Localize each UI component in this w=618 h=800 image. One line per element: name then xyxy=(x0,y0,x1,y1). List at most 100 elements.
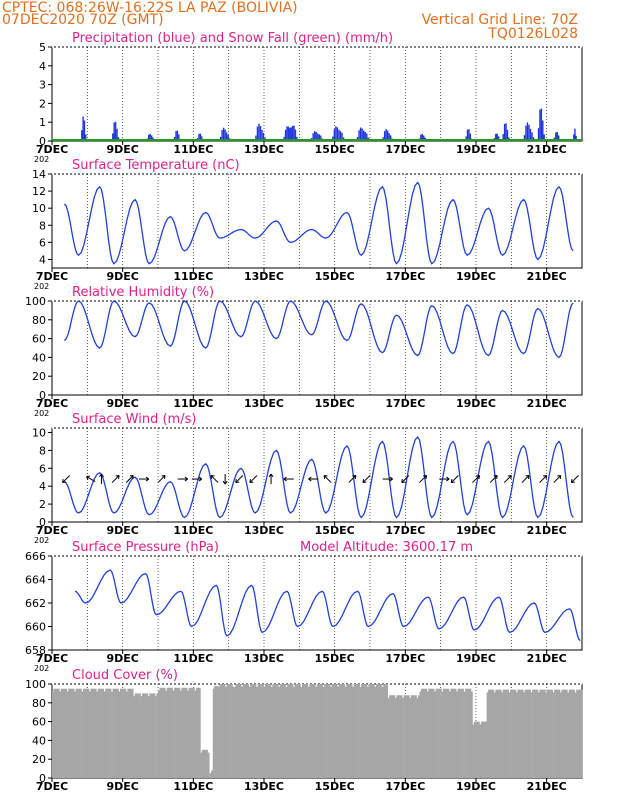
cloud-cover-bar xyxy=(440,688,442,778)
cloud-cover-bar xyxy=(393,695,396,778)
cloud-cover-bar xyxy=(179,690,182,778)
precip-bar xyxy=(148,134,150,141)
cloud-cover-bar xyxy=(177,687,179,778)
wind-arrow-head xyxy=(446,476,450,482)
cloud-cover-bar xyxy=(338,684,341,778)
x-tick-label: 11DEC xyxy=(173,780,213,793)
cloud-cover-bar xyxy=(162,687,165,778)
precip-bar xyxy=(259,126,262,141)
precip-bar xyxy=(333,129,336,141)
cloud-cover-bar xyxy=(223,684,226,778)
cloud-cover-bar xyxy=(298,684,301,778)
cloud-cover-bar xyxy=(212,688,215,778)
cloud-cover-bar xyxy=(456,691,459,778)
cloud-cover-bar xyxy=(384,684,387,778)
cloud-cover-bar xyxy=(54,688,57,778)
cloud-cover-bar xyxy=(513,689,515,778)
cloud-cover-bar xyxy=(203,749,206,778)
cloud-cover-bar xyxy=(381,686,384,778)
cloud-cover-bar xyxy=(545,692,548,778)
precip-bar xyxy=(358,130,360,141)
y-tick-label: 0 xyxy=(39,516,46,529)
precip-bar xyxy=(339,131,342,141)
wind-arrow-head xyxy=(308,476,312,482)
cloud-cover-bar xyxy=(150,693,153,778)
cloud-cover-bar xyxy=(434,691,436,778)
cloud-cover-bar xyxy=(321,684,323,778)
cloud-cover-bar xyxy=(263,686,266,778)
wind-arrow xyxy=(489,475,498,483)
cloud-cover-bar xyxy=(451,688,454,778)
cloud-cover-bar xyxy=(75,688,78,778)
wind-arrow xyxy=(62,475,71,483)
cloud-cover-bar xyxy=(331,684,334,778)
x-tick-label: 11DEC xyxy=(173,524,213,537)
precip-bar xyxy=(294,129,297,141)
cloud-cover-bar xyxy=(68,688,71,778)
cloud-cover-bar xyxy=(325,684,328,778)
cloud-cover-bar xyxy=(499,689,502,778)
cloud-cover-bar xyxy=(201,749,204,778)
cloud-cover-bar xyxy=(551,689,553,778)
wind-arrow-head xyxy=(543,474,548,480)
cloud-cover-bar xyxy=(415,695,417,778)
precip-bar xyxy=(221,129,223,141)
cloud-cover-bar xyxy=(279,684,282,778)
cloud-cover-bar xyxy=(153,693,156,778)
x-tick-label: 11DEC xyxy=(173,143,213,156)
cloud-cover-bar xyxy=(96,691,99,778)
x-tick-label: 9DEC xyxy=(106,652,138,665)
cloud-cover-bar xyxy=(371,684,374,778)
cloud-cover-bar xyxy=(175,687,178,778)
cloud-cover-bar xyxy=(69,688,72,778)
cloud-cover-bar xyxy=(485,721,487,778)
wind-arrow-head xyxy=(423,474,428,480)
cloud-cover-bar xyxy=(508,692,511,778)
precip-bar xyxy=(112,133,114,141)
y-tick-label: 0 xyxy=(39,772,46,785)
precip-bar xyxy=(199,133,202,141)
cloud-cover-bar xyxy=(570,689,573,778)
y-tick-label: 4 xyxy=(39,60,46,73)
x-tick-label: 15DEC xyxy=(315,524,355,537)
cloud-cover-bar xyxy=(88,691,91,778)
cloud-cover-bar xyxy=(222,684,225,778)
cloud-cover-bar xyxy=(444,688,447,778)
precip-bar xyxy=(523,135,526,141)
cloud-cover-bar xyxy=(347,684,350,778)
cloud-cover-bar xyxy=(239,684,242,778)
cloud-cover-bar xyxy=(174,687,176,778)
series-line-4 xyxy=(74,569,581,642)
cloud-cover-bar xyxy=(301,684,304,778)
precip-bar xyxy=(423,135,425,141)
y-tick-label: 12 xyxy=(32,185,46,198)
cloud-cover-bar xyxy=(260,684,263,778)
cloud-cover-bar xyxy=(389,695,391,778)
precip-bar xyxy=(359,127,362,141)
precip-bar xyxy=(338,129,340,141)
cloud-cover-bar xyxy=(197,687,200,778)
cloud-cover-bar xyxy=(543,689,546,778)
cloud-cover-bar xyxy=(577,689,580,778)
x-tick-label: 17DEC xyxy=(385,524,425,537)
series-line-1 xyxy=(63,181,574,265)
cloud-cover-bar xyxy=(574,692,577,778)
cloud-cover-bar xyxy=(365,684,368,778)
cloud-cover-bar xyxy=(124,688,127,778)
precip-bar xyxy=(227,134,229,141)
precip-bar xyxy=(385,129,387,141)
cloud-cover-bar xyxy=(423,688,426,778)
precip-bar xyxy=(574,128,576,141)
wind-arrow xyxy=(401,475,410,483)
wind-arrow xyxy=(472,475,480,483)
wind-arrow xyxy=(249,475,258,483)
precip-bar xyxy=(332,136,334,141)
cloud-cover-bar xyxy=(403,695,406,778)
cloud-cover-bar xyxy=(270,686,273,778)
precip-bar xyxy=(312,133,314,141)
cloud-cover-bar xyxy=(307,686,310,778)
precip-bar xyxy=(469,133,472,141)
cloud-cover-bar xyxy=(559,692,562,778)
cloud-cover-bar xyxy=(156,693,159,778)
cloud-cover-bar xyxy=(410,695,413,778)
